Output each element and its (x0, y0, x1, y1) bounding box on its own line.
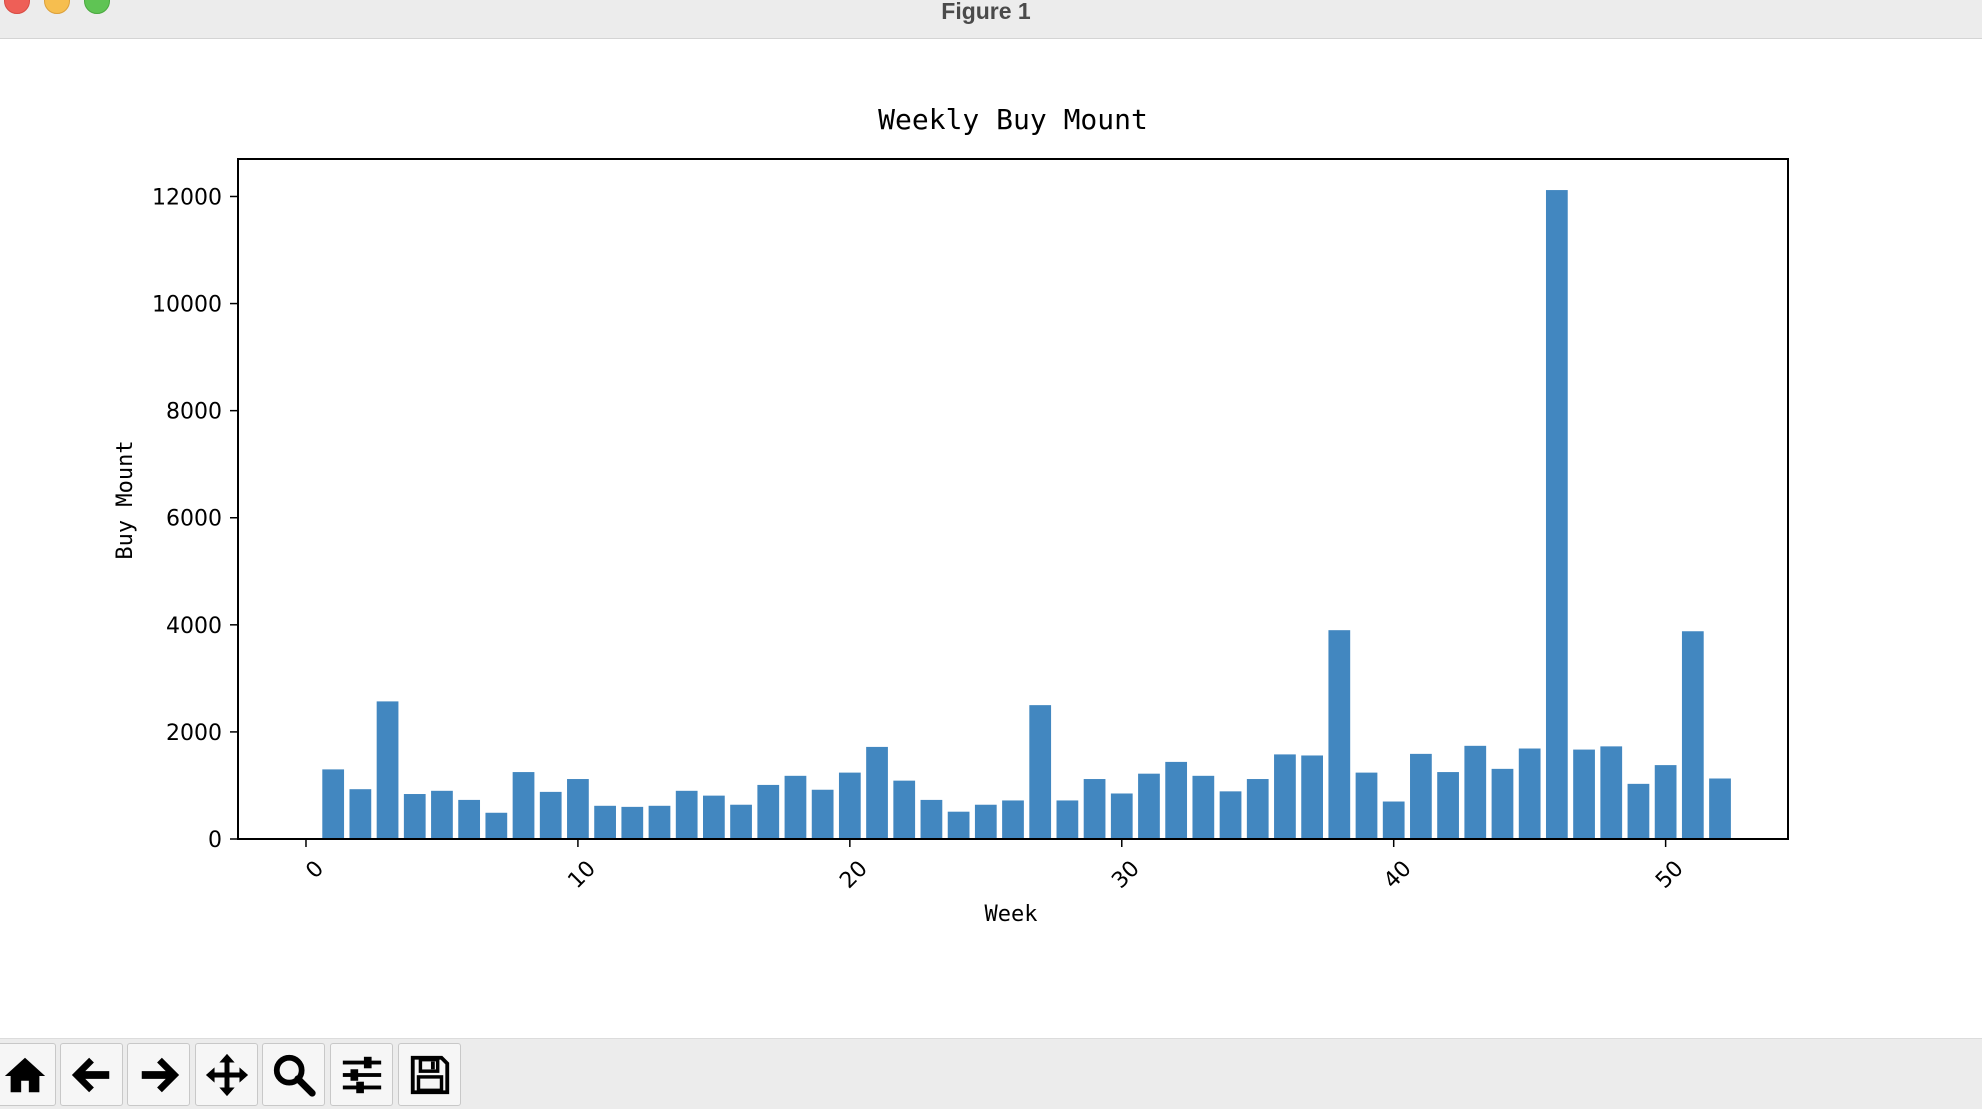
bar-week-28 (1056, 800, 1079, 839)
window-title: Figure 1 (941, 0, 1031, 24)
bar-week-13 (648, 805, 671, 839)
y-tick-label: 10000 (152, 293, 222, 318)
bar-week-19 (811, 789, 834, 839)
bar-week-15 (703, 795, 725, 839)
bar-week-50 (1654, 765, 1677, 839)
y-tick-label: 6000 (166, 507, 222, 532)
bar-week-49 (1627, 783, 1650, 839)
x-axis-label: Week (985, 902, 1038, 927)
bar-week-27 (1029, 705, 1052, 839)
bars-group (322, 190, 1731, 839)
bar-week-38 (1328, 630, 1351, 839)
move-icon (205, 1053, 248, 1096)
arrow-left-icon (71, 1057, 109, 1092)
bar-chart: Weekly Buy Mount Week Buy Mount 02000400… (113, 103, 1789, 927)
x-tick-label: 30 (1107, 856, 1144, 893)
bar-week-3 (376, 701, 399, 839)
home-icon (4, 1057, 45, 1092)
chart-title: Weekly Buy Mount (878, 103, 1148, 136)
bar-week-51 (1681, 631, 1704, 839)
bar-week-12 (621, 806, 644, 839)
save-button[interactable] (398, 1043, 461, 1106)
y-axis-label: Buy Mount (113, 440, 138, 559)
bar-week-11 (594, 805, 616, 839)
arrow-right-icon (141, 1057, 179, 1092)
bar-week-22 (893, 780, 916, 839)
x-tick-label: 20 (835, 856, 872, 893)
configure-subplots-button[interactable] (330, 1043, 393, 1106)
forward-button[interactable] (127, 1043, 190, 1106)
bar-week-9 (539, 791, 562, 839)
bar-week-29 (1083, 779, 1106, 839)
bar-week-25 (974, 804, 997, 839)
y-tick-label: 12000 (152, 185, 222, 210)
zoom-button[interactable] (262, 1043, 325, 1106)
back-button[interactable] (60, 1043, 123, 1106)
bar-week-41 (1410, 753, 1432, 839)
bar-week-32 (1165, 761, 1188, 839)
bar-week-18 (784, 775, 807, 839)
y-axis-ticks: 0 2000 4000 6000 8000 10000 12000 (152, 185, 238, 853)
y-tick-label: 2000 (166, 721, 222, 746)
bar-week-31 (1138, 773, 1160, 839)
navigation-toolbar (0, 1038, 1982, 1109)
y-tick-label: 4000 (166, 614, 222, 639)
bar-week-1 (322, 769, 345, 839)
bar-week-45 (1518, 748, 1541, 839)
bar-week-42 (1437, 772, 1459, 839)
home-button[interactable] (0, 1043, 56, 1106)
y-tick-label: 8000 (166, 400, 222, 425)
bar-week-47 (1573, 749, 1595, 839)
save-icon (410, 1055, 449, 1094)
bar-week-52 (1709, 778, 1731, 839)
bar-week-46 (1545, 190, 1568, 839)
bar-week-14 (675, 790, 698, 839)
x-tick-label: 10 (563, 856, 600, 893)
bar-week-6 (458, 799, 481, 839)
bar-week-17 (757, 784, 780, 839)
bar-week-26 (1002, 800, 1024, 839)
bar-week-36 (1274, 754, 1296, 839)
bar-week-7 (485, 812, 508, 839)
x-tick-label: 40 (1379, 856, 1416, 893)
bar-week-2 (349, 789, 372, 839)
bar-week-10 (567, 779, 589, 839)
search-icon (273, 1054, 316, 1097)
bar-week-43 (1464, 745, 1487, 839)
bar-week-40 (1382, 801, 1405, 839)
sliders-icon (342, 1056, 381, 1093)
pan-button[interactable] (195, 1043, 258, 1106)
bar-week-23 (920, 799, 943, 839)
bar-week-48 (1600, 746, 1623, 839)
x-axis-ticks: 0 10 20 30 40 50 (301, 839, 1689, 894)
bar-week-33 (1192, 775, 1215, 839)
bar-week-34 (1219, 791, 1242, 839)
bar-week-35 (1246, 779, 1269, 839)
bar-week-37 (1301, 755, 1323, 839)
y-tick-label: 0 (208, 828, 222, 853)
x-tick-label: 0 (301, 856, 329, 884)
bar-week-5 (431, 790, 453, 839)
window-titlebar: Figure 1 (0, 0, 1982, 39)
bar-week-39 (1355, 772, 1378, 839)
bar-week-4 (403, 794, 426, 839)
bar-week-44 (1491, 768, 1514, 839)
bar-week-30 (1110, 793, 1133, 839)
bar-week-8 (512, 772, 535, 839)
bar-week-16 (730, 804, 752, 839)
plot-frame (237, 158, 1789, 840)
x-tick-label: 50 (1651, 856, 1688, 893)
bar-week-24 (947, 811, 970, 839)
bar-week-21 (866, 746, 888, 839)
bar-week-20 (838, 772, 861, 839)
